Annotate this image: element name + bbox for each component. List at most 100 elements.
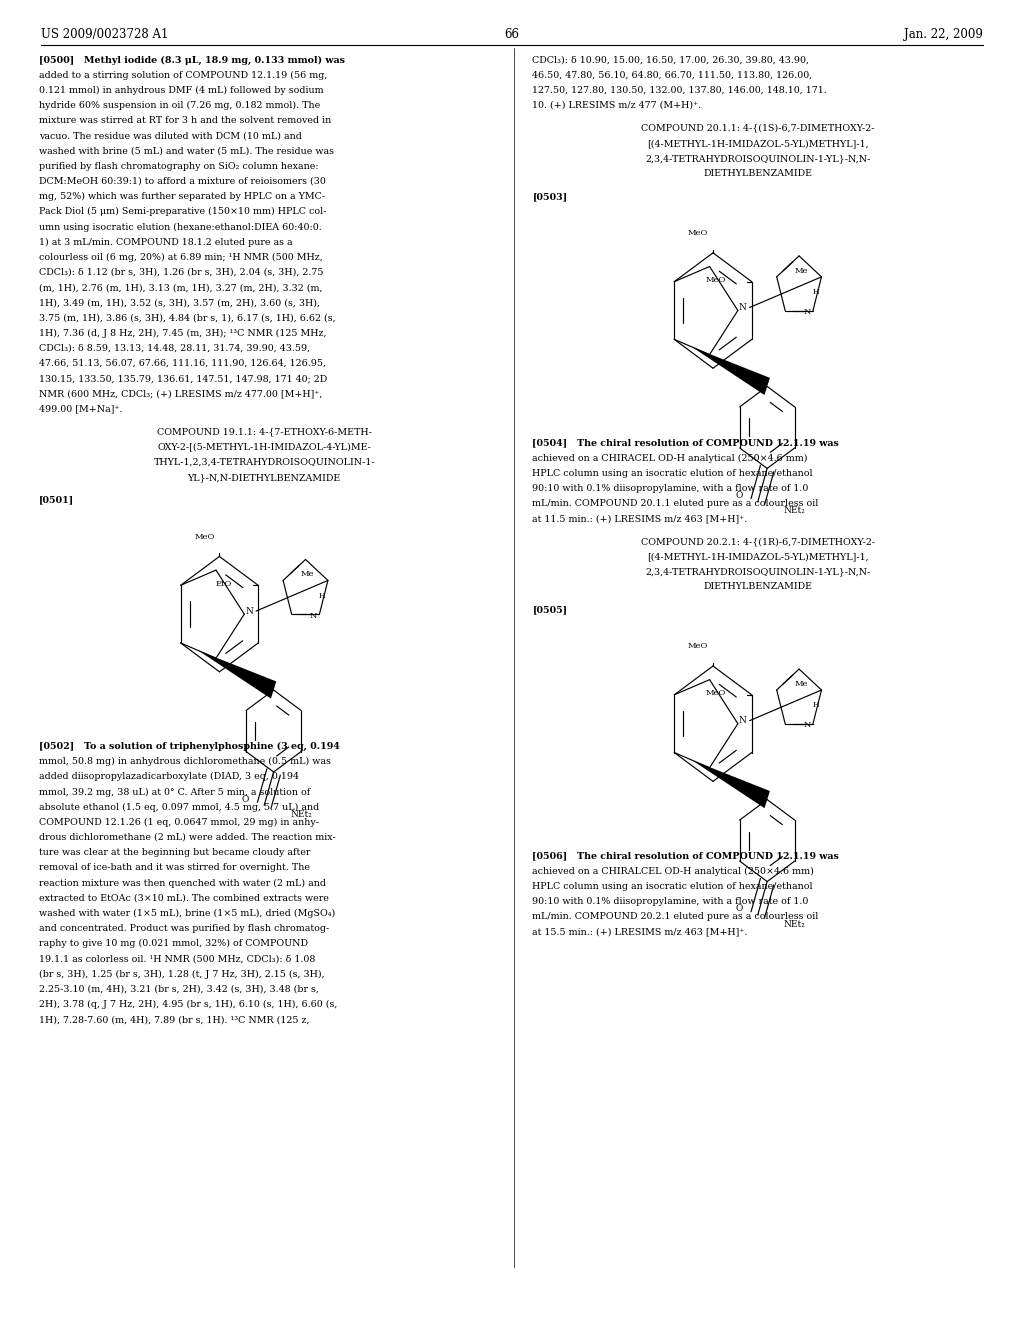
Text: mmol, 39.2 mg, 38 uL) at 0° C. After 5 min, a solution of: mmol, 39.2 mg, 38 uL) at 0° C. After 5 m…: [39, 787, 310, 796]
Text: Jan. 22, 2009: Jan. 22, 2009: [904, 28, 983, 41]
Text: ture was clear at the beginning but became cloudy after: ture was clear at the beginning but beca…: [39, 847, 310, 857]
Text: 47.66, 51.13, 56.07, 67.66, 111.16, 111.90, 126.64, 126.95,: 47.66, 51.13, 56.07, 67.66, 111.16, 111.…: [39, 359, 326, 368]
Text: DIETHYLBENZAMIDE: DIETHYLBENZAMIDE: [703, 169, 812, 178]
Text: O: O: [242, 795, 249, 804]
Polygon shape: [199, 651, 276, 698]
Text: mL/min. COMPOUND 20.2.1 eluted pure as a colourless oil: mL/min. COMPOUND 20.2.1 eluted pure as a…: [532, 912, 819, 921]
Text: achieved on a CHIRALCEL OD-H analytical (250×4.6 mm): achieved on a CHIRALCEL OD-H analytical …: [532, 866, 814, 875]
Text: washed with brine (5 mL) and water (5 mL). The residue was: washed with brine (5 mL) and water (5 mL…: [39, 147, 334, 156]
Text: 2,3,4-TETRAHYDROISOQUINOLIN-1-YL}-N,N-: 2,3,4-TETRAHYDROISOQUINOLIN-1-YL}-N,N-: [645, 154, 870, 164]
Text: achieved on a CHIRACEL OD-H analytical (250×4.6 mm): achieved on a CHIRACEL OD-H analytical (…: [532, 453, 808, 462]
Text: MeO: MeO: [706, 689, 726, 697]
Text: CDCl₃): δ 1.12 (br s, 3H), 1.26 (br s, 3H), 2.04 (s, 3H), 2.75: CDCl₃): δ 1.12 (br s, 3H), 1.26 (br s, 3…: [39, 268, 324, 277]
Text: 1H), 7.28-7.60 (m, 4H), 7.89 (br s, 1H). ¹³C NMR (125 z,: 1H), 7.28-7.60 (m, 4H), 7.89 (br s, 1H).…: [39, 1015, 309, 1024]
Text: extracted to EtOAc (3×10 mL). The combined extracts were: extracted to EtOAc (3×10 mL). The combin…: [39, 894, 329, 903]
Text: hydride 60% suspension in oil (7.26 mg, 0.182 mmol). The: hydride 60% suspension in oil (7.26 mg, …: [39, 100, 321, 110]
Text: HPLC column using an isocratic elution of hexane/ethanol: HPLC column using an isocratic elution o…: [532, 469, 813, 478]
Text: Me: Me: [795, 267, 808, 275]
Text: [0502]   To a solution of triphenylphosphine (3 eq, 0.194: [0502] To a solution of triphenylphosphi…: [39, 742, 340, 751]
Text: HPLC column using an isocratic elution of hexane/ethanol: HPLC column using an isocratic elution o…: [532, 882, 813, 891]
Text: DCM:MeOH 60:39:1) to afford a mixture of reioisomers (30: DCM:MeOH 60:39:1) to afford a mixture of…: [39, 177, 326, 186]
Text: 1) at 3 mL/min. COMPOUND 18.1.2 eluted pure as a: 1) at 3 mL/min. COMPOUND 18.1.2 eluted p…: [39, 238, 293, 247]
Text: added to a stirring solution of COMPOUND 12.1.19 (56 mg,: added to a stirring solution of COMPOUND…: [39, 70, 328, 79]
Text: H: H: [812, 288, 819, 296]
Text: [0501]: [0501]: [39, 495, 74, 504]
Text: 3.75 (m, 1H), 3.86 (s, 3H), 4.84 (br s, 1), 6.17 (s, 1H), 6.62 (s,: 3.75 (m, 1H), 3.86 (s, 3H), 4.84 (br s, …: [39, 313, 336, 322]
Text: 127.50, 127.80, 130.50, 132.00, 137.80, 146.00, 148.10, 171.: 127.50, 127.80, 130.50, 132.00, 137.80, …: [532, 86, 827, 95]
Text: vacuo. The residue was diluted with DCM (10 mL) and: vacuo. The residue was diluted with DCM …: [39, 131, 302, 140]
Text: N: N: [803, 722, 811, 730]
Text: mg, 52%) which was further separated by HPLC on a YMC-: mg, 52%) which was further separated by …: [39, 191, 325, 201]
Text: COMPOUND 19.1.1: 4-{7-ETHOXY-6-METH-: COMPOUND 19.1.1: 4-{7-ETHOXY-6-METH-: [157, 428, 372, 437]
Text: CDCl₃): δ 10.90, 15.00, 16.50, 17.00, 26.30, 39.80, 43.90,: CDCl₃): δ 10.90, 15.00, 16.50, 17.00, 26…: [532, 55, 810, 65]
Text: removal of ice-bath and it was stirred for overnight. The: removal of ice-bath and it was stirred f…: [39, 863, 310, 873]
Text: [(4-METHYL-1H-IMIDAZOL-5-YL)METHYL]-1,: [(4-METHYL-1H-IMIDAZOL-5-YL)METHYL]-1,: [647, 139, 868, 148]
Text: 66: 66: [505, 28, 519, 41]
Text: H: H: [318, 591, 326, 599]
Text: MeO: MeO: [195, 533, 215, 541]
Text: US 2009/0023728 A1: US 2009/0023728 A1: [41, 28, 168, 41]
Text: [0505]: [0505]: [532, 605, 567, 614]
Text: and concentrated. Product was purified by flash chromatog-: and concentrated. Product was purified b…: [39, 924, 329, 933]
Text: 10. (+) LRESIMS m/z 477 (M+H)⁺.: 10. (+) LRESIMS m/z 477 (M+H)⁺.: [532, 100, 701, 110]
Text: (br s, 3H), 1.25 (br s, 3H), 1.28 (t, J 7 Hz, 3H), 2.15 (s, 3H),: (br s, 3H), 1.25 (br s, 3H), 1.28 (t, J …: [39, 969, 325, 978]
Text: 90:10 with 0.1% diisopropylamine, with a flow rate of 1.0: 90:10 with 0.1% diisopropylamine, with a…: [532, 896, 809, 906]
Text: [(4-METHYL-1H-IMIDAZOL-5-YL)METHYL]-1,: [(4-METHYL-1H-IMIDAZOL-5-YL)METHYL]-1,: [647, 552, 868, 561]
Text: MeO: MeO: [706, 276, 726, 284]
Text: NEt₂: NEt₂: [783, 920, 806, 928]
Text: 0.121 mmol) in anhydrous DMF (4 mL) followed by sodium: 0.121 mmol) in anhydrous DMF (4 mL) foll…: [39, 86, 324, 95]
Text: Me: Me: [795, 680, 808, 688]
Text: drous dichloromethane (2 mL) were added. The reaction mix-: drous dichloromethane (2 mL) were added.…: [39, 833, 336, 842]
Text: O: O: [735, 904, 742, 913]
Text: DIETHYLBENZAMIDE: DIETHYLBENZAMIDE: [703, 582, 812, 591]
Text: MeO: MeO: [688, 643, 709, 651]
Text: N: N: [309, 612, 317, 620]
Text: MeO: MeO: [688, 230, 709, 238]
Text: 2.25-3.10 (m, 4H), 3.21 (br s, 2H), 3.42 (s, 3H), 3.48 (br s,: 2.25-3.10 (m, 4H), 3.21 (br s, 2H), 3.42…: [39, 985, 318, 994]
Text: 46.50, 47.80, 56.10, 64.80, 66.70, 111.50, 113.80, 126.00,: 46.50, 47.80, 56.10, 64.80, 66.70, 111.5…: [532, 70, 813, 79]
Polygon shape: [692, 760, 770, 808]
Text: 1H), 7.36 (d, J 8 Hz, 2H), 7.45 (m, 3H); ¹³C NMR (125 MHz,: 1H), 7.36 (d, J 8 Hz, 2H), 7.45 (m, 3H);…: [39, 329, 327, 338]
Text: added diisopropylazadicarboxylate (DIAD, 3 eq, 0.194: added diisopropylazadicarboxylate (DIAD,…: [39, 772, 299, 781]
Text: CDCl₃): δ 8.59, 13.13, 14.48, 28.11, 31.74, 39.90, 43.59,: CDCl₃): δ 8.59, 13.13, 14.48, 28.11, 31.…: [39, 343, 310, 352]
Text: THYL-1,2,3,4-TETRAHYDROISOQUINOLIN-1-: THYL-1,2,3,4-TETRAHYDROISOQUINOLIN-1-: [154, 458, 375, 467]
Text: N: N: [803, 309, 811, 317]
Text: 499.00 [M+Na]⁺.: 499.00 [M+Na]⁺.: [39, 404, 123, 413]
Polygon shape: [692, 347, 770, 395]
Text: NEt₂: NEt₂: [783, 507, 806, 515]
Text: mL/min. COMPOUND 20.1.1 eluted pure as a colourless oil: mL/min. COMPOUND 20.1.1 eluted pure as a…: [532, 499, 819, 508]
Text: Pack Diol (5 μm) Semi-preparative (150×10 mm) HPLC col-: Pack Diol (5 μm) Semi-preparative (150×1…: [39, 207, 327, 216]
Text: (m, 1H), 2.76 (m, 1H), 3.13 (m, 1H), 3.27 (m, 2H), 3.32 (m,: (m, 1H), 2.76 (m, 1H), 3.13 (m, 1H), 3.2…: [39, 282, 323, 292]
Text: COMPOUND 12.1.26 (1 eq, 0.0647 mmol, 29 mg) in anhy-: COMPOUND 12.1.26 (1 eq, 0.0647 mmol, 29 …: [39, 817, 318, 826]
Text: 1H), 3.49 (m, 1H), 3.52 (s, 3H), 3.57 (m, 2H), 3.60 (s, 3H),: 1H), 3.49 (m, 1H), 3.52 (s, 3H), 3.57 (m…: [39, 298, 319, 308]
Text: 19.1.1 as colorless oil. ¹H NMR (500 MHz, CDCl₃): δ 1.08: 19.1.1 as colorless oil. ¹H NMR (500 MHz…: [39, 954, 315, 964]
Text: umn using isocratic elution (hexane:ethanol:DIEA 60:40:0.: umn using isocratic elution (hexane:etha…: [39, 222, 322, 231]
Text: reaction mixture was then quenched with water (2 mL) and: reaction mixture was then quenched with …: [39, 878, 326, 887]
Text: colourless oil (6 mg, 20%) at 6.89 min; ¹H NMR (500 MHz,: colourless oil (6 mg, 20%) at 6.89 min; …: [39, 252, 323, 261]
Text: N: N: [738, 717, 746, 725]
Text: raphy to give 10 mg (0.021 mmol, 32%) of COMPOUND: raphy to give 10 mg (0.021 mmol, 32%) of…: [39, 939, 308, 948]
Text: EtO: EtO: [216, 579, 232, 587]
Text: 130.15, 133.50, 135.79, 136.61, 147.51, 147.98, 171 40; 2D: 130.15, 133.50, 135.79, 136.61, 147.51, …: [39, 374, 327, 383]
Text: at 11.5 min.: (+) LRESIMS m/z 463 [M+H]⁺.: at 11.5 min.: (+) LRESIMS m/z 463 [M+H]⁺…: [532, 513, 748, 523]
Text: NMR (600 MHz, CDCl₃; (+) LRESIMS m/z 477.00 [M+H]⁺,: NMR (600 MHz, CDCl₃; (+) LRESIMS m/z 477…: [39, 389, 323, 399]
Text: H: H: [812, 701, 819, 709]
Text: NEt₂: NEt₂: [290, 810, 312, 818]
Text: [0504]   The chiral resolution of COMPOUND 12.1.19 was: [0504] The chiral resolution of COMPOUND…: [532, 438, 840, 447]
Text: [0506]   The chiral resolution of COMPOUND 12.1.19 was: [0506] The chiral resolution of COMPOUND…: [532, 851, 840, 861]
Text: N: N: [738, 304, 746, 312]
Text: Me: Me: [301, 570, 314, 578]
Text: mmol, 50.8 mg) in anhydrous dichloromethane (0.5 mL) was: mmol, 50.8 mg) in anhydrous dichlorometh…: [39, 756, 331, 766]
Text: N: N: [245, 607, 253, 615]
Text: O: O: [735, 491, 742, 500]
Text: [0503]: [0503]: [532, 191, 567, 201]
Text: absolute ethanol (1.5 eq, 0.097 mmol, 4.5 mg, 5.7 uL) and: absolute ethanol (1.5 eq, 0.097 mmol, 4.…: [39, 803, 319, 812]
Text: mixture was stirred at RT for 3 h and the solvent removed in: mixture was stirred at RT for 3 h and th…: [39, 116, 331, 125]
Text: YL}-N,N-DIETHYLBENZAMIDE: YL}-N,N-DIETHYLBENZAMIDE: [187, 473, 341, 482]
Text: 2,3,4-TETRAHYDROISOQUINOLIN-1-YL}-N,N-: 2,3,4-TETRAHYDROISOQUINOLIN-1-YL}-N,N-: [645, 568, 870, 577]
Text: COMPOUND 20.2.1: 4-{(1R)-6,7-DIMETHOXY-2-: COMPOUND 20.2.1: 4-{(1R)-6,7-DIMETHOXY-2…: [641, 537, 874, 546]
Text: purified by flash chromatography on SiO₂ column hexane:: purified by flash chromatography on SiO₂…: [39, 161, 318, 170]
Text: 2H), 3.78 (q, J 7 Hz, 2H), 4.95 (br s, 1H), 6.10 (s, 1H), 6.60 (s,: 2H), 3.78 (q, J 7 Hz, 2H), 4.95 (br s, 1…: [39, 999, 337, 1008]
Text: OXY-2-[(5-METHYL-1H-IMIDAZOL-4-YL)ME-: OXY-2-[(5-METHYL-1H-IMIDAZOL-4-YL)ME-: [158, 442, 371, 451]
Text: [0500]   Methyl iodide (8.3 μL, 18.9 mg, 0.133 mmol) was: [0500] Methyl iodide (8.3 μL, 18.9 mg, 0…: [39, 55, 345, 65]
